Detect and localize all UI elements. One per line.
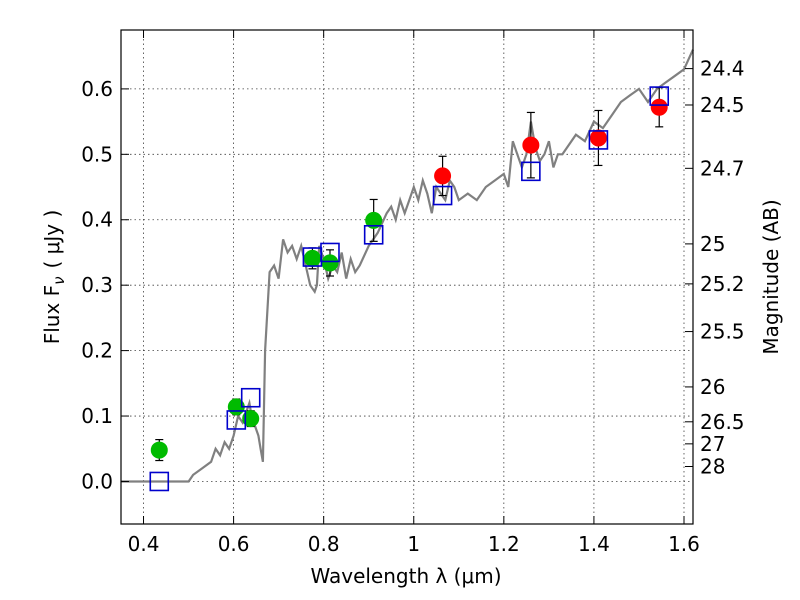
mag-tick-label: 26 bbox=[700, 375, 725, 399]
observed-flux-point bbox=[303, 249, 321, 267]
mag-tick-label: 25 bbox=[700, 232, 725, 256]
mag-tick-label: 24.4 bbox=[700, 57, 745, 81]
model-photometry-point bbox=[320, 242, 340, 263]
model-photometry-point bbox=[588, 130, 609, 150]
y-axis-label: Flux Fν ( μJy ) bbox=[40, 210, 68, 345]
mag-tick-label: 24.7 bbox=[700, 156, 745, 180]
y-tick-label: 0.4 bbox=[81, 208, 113, 232]
mag-tick-label: 25.5 bbox=[700, 320, 745, 344]
mag-tick-label: 27 bbox=[700, 432, 725, 456]
model-photometry-point bbox=[432, 185, 453, 206]
y-tick-label: 0.5 bbox=[81, 142, 113, 166]
right-axis-label: Magnitude (AB) bbox=[759, 199, 783, 354]
model-photometry-point bbox=[240, 387, 261, 408]
x-axis-label: Wavelength λ (μm) bbox=[310, 564, 501, 588]
observed-flux-point bbox=[365, 211, 383, 229]
mag-tick-label: 25.2 bbox=[700, 272, 745, 296]
model-photometry-point bbox=[649, 86, 670, 106]
y-axis-label-sub: ν bbox=[50, 276, 68, 284]
mag-tick-label: 28 bbox=[700, 454, 725, 478]
x-tick-label: 1.2 bbox=[488, 532, 520, 556]
axes-frame bbox=[120, 29, 694, 525]
grid-lines bbox=[121, 30, 693, 524]
x-tick-label: 1.6 bbox=[668, 532, 700, 556]
y-axis-label-unit: ( μJy ) bbox=[40, 210, 64, 269]
model-photometry-point bbox=[363, 224, 384, 245]
x-tick-label: 0.8 bbox=[308, 532, 340, 556]
template-sed-line bbox=[121, 49, 695, 483]
observed-flux-point bbox=[650, 98, 668, 116]
y-axis-label-main: Flux F bbox=[40, 285, 64, 344]
axis-ticks: 0.4 0.6 0.8 1 1.2 1.4 1.6 0.0 0.1 0.2 0.3 0.4 0.5 0.6… bbox=[81, 30, 745, 556]
x-tick-label: 0.4 bbox=[128, 532, 160, 556]
observed-flux-point bbox=[589, 129, 607, 147]
x-tick-label: 1.4 bbox=[578, 532, 610, 556]
observed-flux-point bbox=[242, 410, 260, 428]
model-photometry-point bbox=[521, 161, 541, 182]
y-tick-label: 0.1 bbox=[81, 404, 113, 428]
y-tick-label: 0.3 bbox=[81, 273, 113, 297]
y-tick-label: 0.2 bbox=[81, 339, 113, 363]
y-tick-label: 0.6 bbox=[81, 77, 113, 101]
mag-tick-label: 24.5 bbox=[700, 93, 745, 117]
model-photometry-point bbox=[226, 410, 247, 430]
observed-flux-point bbox=[522, 136, 540, 154]
x-tick-label: 0.6 bbox=[218, 532, 250, 556]
mag-tick-label: 26.5 bbox=[700, 410, 745, 434]
model-photometry-point bbox=[149, 471, 170, 492]
observed-flux-point bbox=[434, 167, 452, 185]
x-tick-label: 1 bbox=[407, 532, 420, 556]
y-tick-label: 0.0 bbox=[81, 469, 113, 493]
plot-area bbox=[121, 49, 695, 492]
observed-flux-point bbox=[321, 254, 339, 272]
observed-flux-point bbox=[150, 441, 168, 459]
